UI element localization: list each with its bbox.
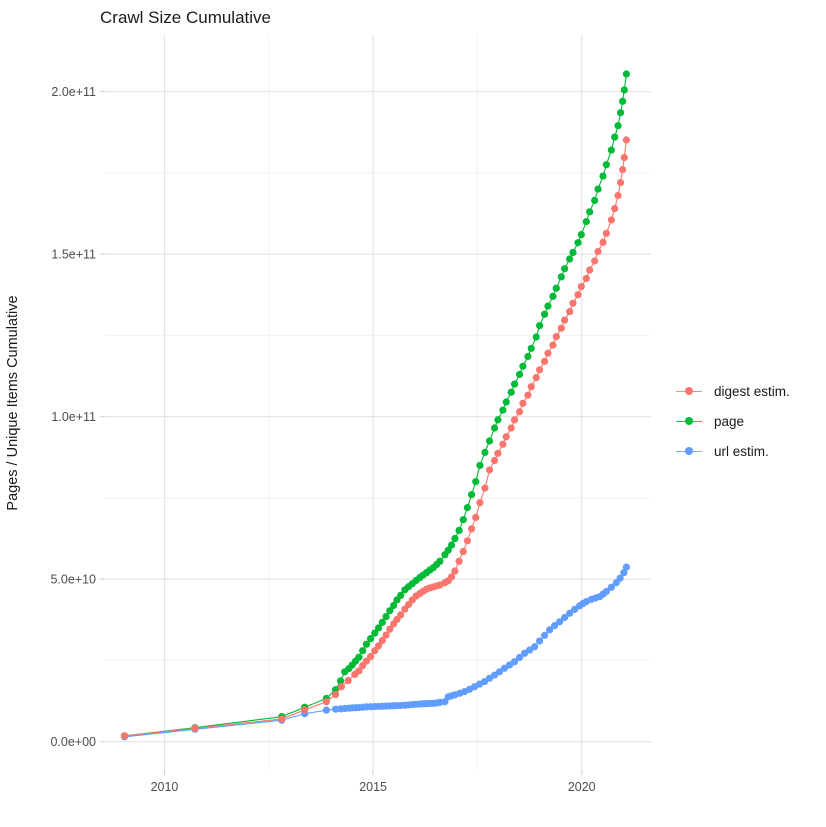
legend-key-digest-icon	[676, 386, 702, 396]
minor-gridlines	[105, 35, 651, 770]
y-axis-title: Pages / Unique Items Cumulative	[5, 295, 21, 511]
legend-key-url-icon	[676, 446, 702, 456]
series-page	[120, 70, 630, 740]
chart-title: Crawl Size Cumulative	[100, 8, 271, 27]
svg-text:1.0e+11: 1.0e+11	[51, 410, 96, 424]
svg-text:1.5e+11: 1.5e+11	[51, 248, 96, 262]
svg-text:2015: 2015	[359, 780, 387, 794]
svg-text:2020: 2020	[568, 780, 596, 794]
legend-label-digest: digest estim.	[714, 383, 790, 399]
series-url-estim-	[120, 563, 630, 741]
data-series-layer	[120, 70, 630, 741]
legend-label-page: page	[714, 413, 745, 429]
major-gridlines	[105, 35, 651, 770]
axis-tick-marks	[100, 91, 583, 775]
svg-text:5.0e+10: 5.0e+10	[50, 573, 96, 587]
axis-tick-labels: 0.0e+00 5.0e+10 1.0e+11 1.5e+11 2.0e+11 2010 2…	[50, 85, 595, 794]
svg-text:0.0e+00: 0.0e+00	[50, 735, 96, 749]
legend-item-digest-estim: digest estim.	[676, 376, 790, 406]
legend-key-page-icon	[676, 416, 702, 426]
svg-text:2.0e+11: 2.0e+11	[51, 85, 96, 99]
legend-label-url: url estim.	[714, 443, 769, 459]
series-digest-estim-	[120, 136, 630, 740]
legend-item-url-estim: url estim.	[676, 436, 790, 466]
svg-text:2010: 2010	[151, 780, 179, 794]
legend: digest estim. page url estim.	[676, 376, 790, 466]
legend-item-page: page	[676, 406, 790, 436]
